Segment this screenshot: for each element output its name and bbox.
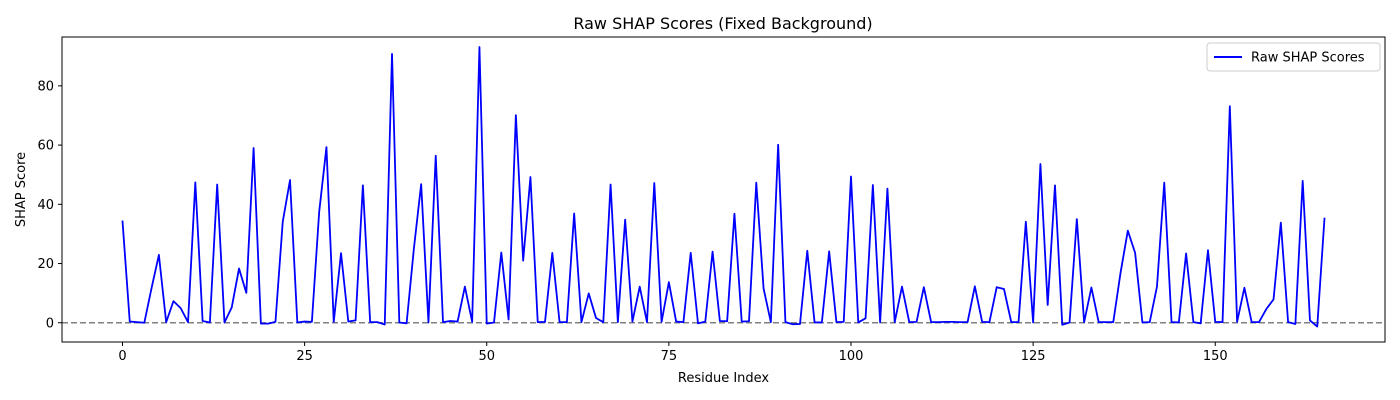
y-tick-label: 40 bbox=[37, 198, 54, 213]
y-axis-label: SHAP Score bbox=[14, 152, 29, 227]
chart-title: Raw SHAP Scores (Fixed Background) bbox=[573, 14, 872, 33]
y-tick-label: 80 bbox=[37, 79, 54, 94]
x-tick-label: 75 bbox=[661, 349, 678, 364]
legend: Raw SHAP Scores bbox=[1206, 42, 1381, 72]
x-tick-label: 125 bbox=[1021, 349, 1046, 364]
plot-frame bbox=[61, 36, 1386, 343]
y-tick-label: 20 bbox=[37, 257, 54, 272]
y-tick-label: 0 bbox=[46, 316, 54, 331]
x-axis-label: Residue Index bbox=[678, 371, 770, 386]
y-axis-ticks: 0 20 40 60 80 bbox=[37, 79, 62, 331]
series-line-0 bbox=[121, 46, 1326, 328]
x-axis-ticks: 0 25 50 75 100 125 150 bbox=[118, 342, 1228, 364]
x-tick-label: 25 bbox=[296, 349, 313, 364]
x-tick-label: 150 bbox=[1203, 349, 1228, 364]
y-tick-label: 60 bbox=[37, 139, 54, 154]
legend-label: Raw SHAP Scores bbox=[1251, 51, 1365, 66]
x-tick-label: 50 bbox=[478, 349, 495, 364]
x-tick-label: 100 bbox=[839, 349, 864, 364]
plot-area bbox=[62, 46, 1385, 328]
x-tick-label: 0 bbox=[118, 349, 126, 364]
legend-box bbox=[1206, 42, 1381, 72]
